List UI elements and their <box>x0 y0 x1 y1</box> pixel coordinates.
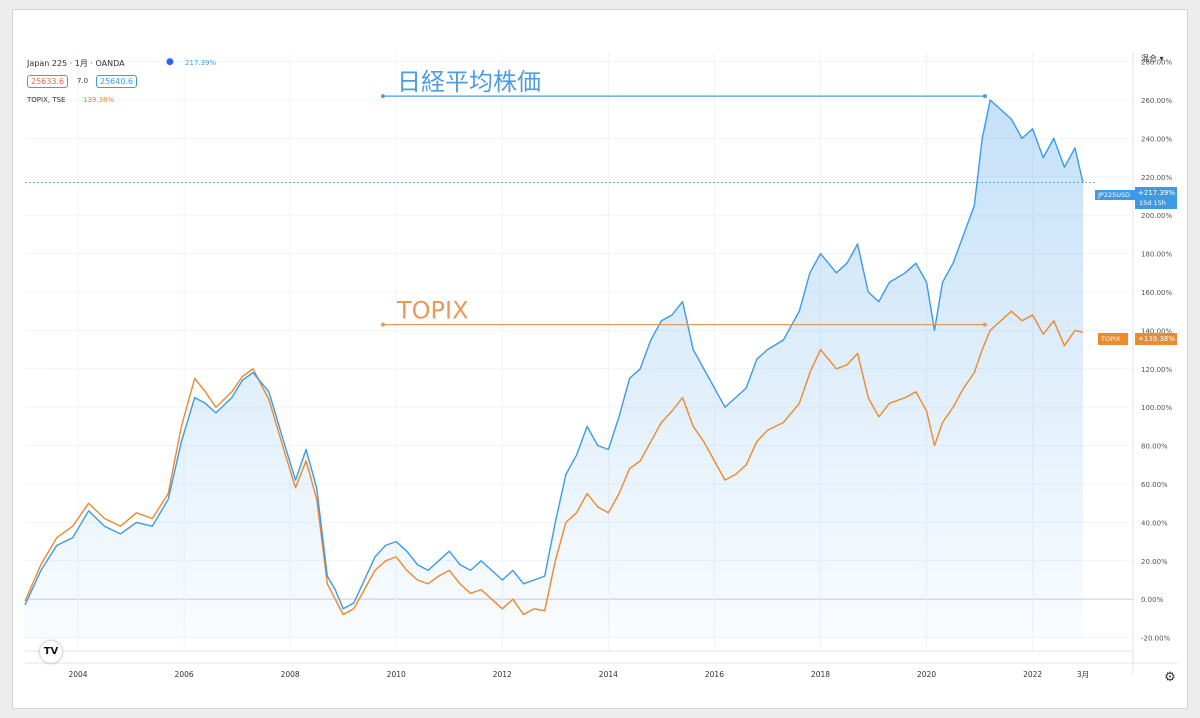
x-axis-ticks: 2004 2006 2008 2010 2012 2014 2016 2018 2020 2022… <box>68 670 1089 679</box>
x-tick-label: 2008 <box>281 670 300 679</box>
jp225-badge-countdown: 15d 15h <box>1139 199 1166 207</box>
y-tick-label: 80.00% <box>1141 443 1168 451</box>
axis-layer <box>25 52 1177 675</box>
y-tick-label: 240.00% <box>1141 135 1172 143</box>
series-layer <box>24 99 1095 638</box>
spread-value: 7.0 <box>77 77 89 85</box>
annotation-endpoint <box>380 322 385 327</box>
annotation-label: TOPIX <box>396 297 469 325</box>
x-tick-label: 2004 <box>68 670 87 679</box>
annotation-label: 日経平均株価 <box>397 68 541 96</box>
jp225-badge-value: +217.39% <box>1138 189 1176 197</box>
tradingview-logo[interactable]: TV <box>40 641 62 663</box>
x-tick-label: 2012 <box>493 670 512 679</box>
legend-symbol-dot: ● <box>166 57 174 67</box>
x-tick-label: 2022 <box>1023 670 1042 679</box>
x-tick-label: 2014 <box>599 670 618 679</box>
annotation-endpoint <box>982 322 987 327</box>
y-tick-label: 20.00% <box>1141 558 1168 566</box>
x-tick-label: 2016 <box>705 670 724 679</box>
x-tick-label: 2020 <box>917 670 936 679</box>
y-axis-ticks: 280.00% 260.00% 240.00% 220.00% 200.00% 180.0… <box>1141 59 1172 643</box>
topix-badge-name: TOPIX <box>1101 335 1121 343</box>
y-tick-label: 260.00% <box>1141 97 1172 105</box>
y-tick-label: 100.00% <box>1141 404 1172 412</box>
jp225-badge-name: JP225USD <box>1098 191 1131 199</box>
chart-panel: 日経平均株価 TOPIX 280.00% 260.00% 240.00% 220.00%… <box>12 9 1188 709</box>
series-line <box>24 310 1084 616</box>
jp225-price-badge: JP225USD <box>1095 190 1135 200</box>
topix-price-badge: TOPIX <box>1098 333 1128 345</box>
y-tick-label: 120.00% <box>1141 366 1172 374</box>
series-line <box>24 99 1084 610</box>
legend-symbol[interactable]: Japan 225 · 1月 · OANDA <box>27 59 125 68</box>
legend-symbol-change: 217.39% <box>185 59 217 67</box>
y-tick-label: 0.00% <box>1141 596 1164 604</box>
y-tick-label: -20.00% <box>1141 635 1171 643</box>
x-tick-label: 2006 <box>175 670 194 679</box>
y-tick-label: 220.00% <box>1141 174 1172 182</box>
bid-price[interactable]: 25633.6 <box>27 75 69 88</box>
x-tick-label: 2018 <box>811 670 830 679</box>
y-tick-label: 60.00% <box>1141 481 1168 489</box>
y-tick-label: 160.00% <box>1141 289 1172 297</box>
x-tick-label: 2010 <box>387 670 406 679</box>
topix-value-badge: +139.38% <box>1135 333 1177 345</box>
jp225-value-badge: +217.39% 15d 15h <box>1135 187 1177 209</box>
legend-compare-change: 139.38% <box>83 96 115 104</box>
y-tick-label: 200.00% <box>1141 212 1172 220</box>
settings-gear-icon[interactable]: ⚙ <box>1164 670 1176 685</box>
chart-canvas[interactable]: 日経平均株価 TOPIX 280.00% 260.00% 240.00% 220.00%… <box>13 10 1189 710</box>
y-tick-label: 180.00% <box>1141 251 1172 259</box>
legend-compare[interactable]: TOPIX, TSE <box>27 96 66 104</box>
series-area-fill <box>25 100 1083 638</box>
annotation-endpoint <box>982 94 987 99</box>
y-tick-label: 140.00% <box>1141 327 1172 335</box>
scale-mode-menu[interactable]: 混合 ▾ <box>1141 54 1164 63</box>
x-tick-label: 3月 <box>1077 670 1089 679</box>
ask-price[interactable]: 25640.6 <box>96 75 138 88</box>
y-tick-label: 40.00% <box>1141 519 1168 527</box>
y-tick-label: 280.00% <box>1141 59 1172 67</box>
topix-badge-value: +139.38% <box>1138 335 1176 343</box>
annotation-endpoint <box>380 94 385 99</box>
annotation-layer: 日経平均株価 TOPIX <box>380 68 987 327</box>
